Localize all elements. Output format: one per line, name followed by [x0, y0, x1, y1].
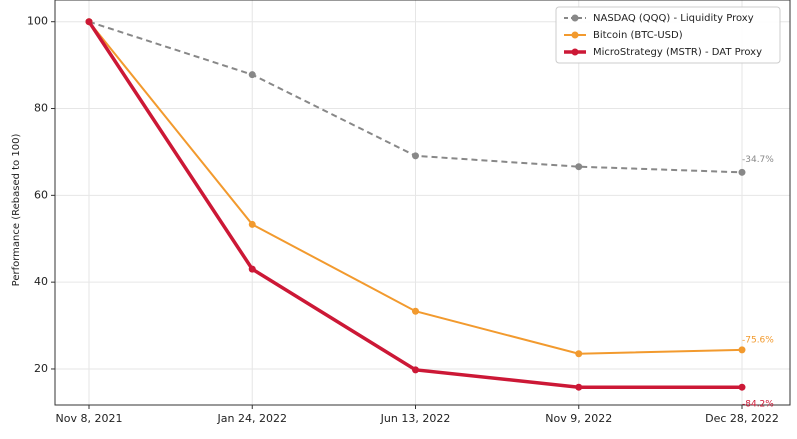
point: [575, 163, 583, 171]
point: [575, 383, 583, 391]
end-label: -84.2%: [742, 400, 774, 410]
legend-label: MicroStrategy (MSTR) - DAT Proxy: [593, 47, 762, 58]
legend-marker: [571, 31, 579, 39]
legend-box: [555, 6, 781, 64]
point: [575, 350, 583, 358]
legend-marker: [571, 14, 579, 22]
x-tick-label: Dec 28, 2022: [705, 412, 779, 425]
point: [248, 220, 256, 228]
point: [85, 18, 93, 26]
x-tick-label: Nov 8, 2021: [56, 412, 123, 425]
y-tick-label: 100: [27, 15, 48, 28]
y-tick-label: 80: [34, 102, 48, 115]
legend-label: NASDAQ (QQQ) - Liquidity Proxy: [593, 13, 754, 24]
point: [738, 383, 746, 391]
point: [248, 71, 256, 79]
point: [738, 346, 746, 354]
y-axis-label: Performance (Rebased to 100): [11, 134, 22, 287]
end-label: -34.7%: [742, 155, 774, 165]
point: [738, 168, 746, 176]
x-tick-label: Nov 9, 2022: [545, 412, 612, 425]
legend-label: Bitcoin (BTC-USD): [593, 30, 683, 41]
point: [412, 366, 419, 374]
legend-marker: [571, 48, 579, 56]
x-tick-label: Jun 13, 2022: [380, 412, 451, 425]
plot-frame: [54, 0, 791, 406]
point: [412, 152, 419, 160]
point: [412, 307, 419, 315]
point: [248, 265, 256, 273]
y-tick-label: 20: [34, 362, 48, 375]
x-tick-label: Jan 24, 2022: [217, 412, 287, 425]
y-tick-label: 40: [34, 275, 48, 288]
end-label: -75.6%: [742, 335, 774, 345]
y-tick-label: 60: [34, 188, 48, 201]
